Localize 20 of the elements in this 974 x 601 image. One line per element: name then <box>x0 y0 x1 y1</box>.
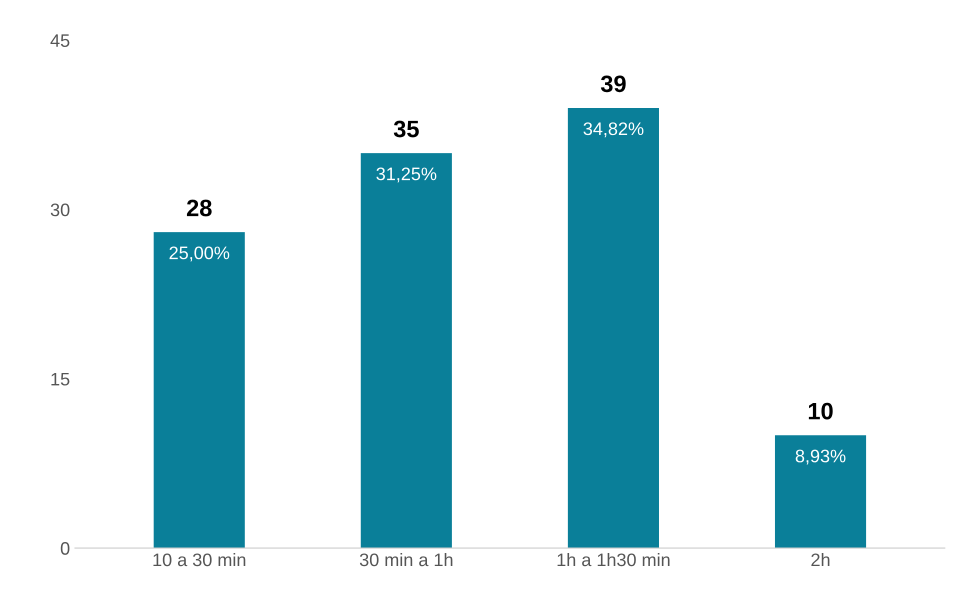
annotation: 31,25% <box>376 167 436 182</box>
y-tick-label: 45 <box>50 34 70 47</box>
annotation: 34,82% <box>584 122 644 138</box>
y-tick-label: 30 <box>50 203 70 216</box>
data-label: 39 <box>600 75 626 92</box>
bar <box>360 153 452 548</box>
bar <box>154 232 245 548</box>
data-label: 35 <box>394 120 419 138</box>
x-tick-label: 2h <box>811 552 830 566</box>
data-label: 10 <box>808 402 833 420</box>
annotation: 25,00% <box>170 246 230 262</box>
bar <box>568 108 659 548</box>
x-tick-label: 30 min a 1h <box>360 552 452 566</box>
bar <box>774 435 866 548</box>
data-label: 28 <box>186 200 212 216</box>
annotation: 8,93% <box>796 450 846 465</box>
y-tick-label: 0 <box>60 542 70 555</box>
x-tick-label: 1h a 1h30 min <box>558 552 670 566</box>
y-tick-label: 15 <box>51 372 70 386</box>
x-tick-label: 10 a 30 min <box>153 552 246 566</box>
